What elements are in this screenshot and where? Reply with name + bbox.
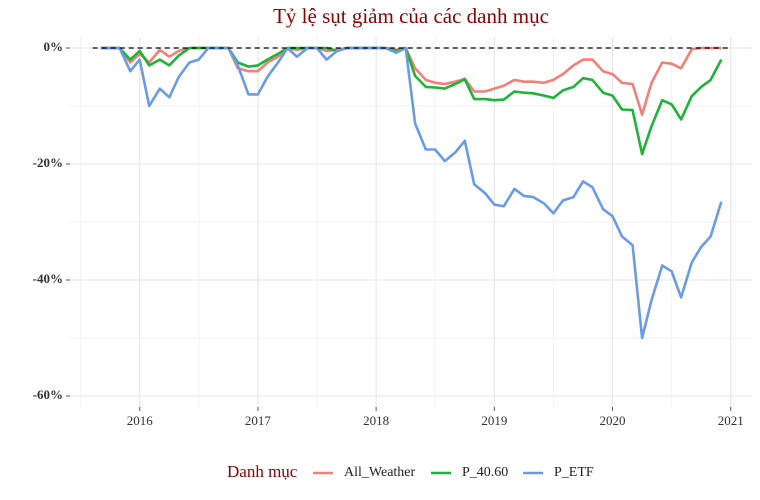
x-tick-label: 2020 bbox=[600, 413, 626, 428]
x-tick-label: 2017 bbox=[245, 413, 272, 428]
x-tick-label: 2019 bbox=[481, 413, 507, 428]
y-tick-label: 0% bbox=[44, 39, 64, 54]
y-tick-label: -20% bbox=[33, 155, 63, 170]
legend-title: Danh mục bbox=[227, 462, 298, 481]
series-line bbox=[100, 46, 723, 156]
legend-label: All_Weather bbox=[344, 465, 416, 480]
x-tick-label: 2016 bbox=[127, 413, 154, 428]
x-tick-label: 2021 bbox=[718, 413, 744, 428]
series-line bbox=[100, 46, 723, 340]
x-tick-label: 2018 bbox=[363, 413, 389, 428]
chart-title: Tỷ lệ sụt giảm của các danh mục bbox=[273, 4, 549, 28]
y-tick-label: -60% bbox=[33, 387, 63, 402]
y-tick-label: -40% bbox=[33, 271, 63, 286]
legend-label: P_ETF bbox=[554, 465, 594, 480]
legend-label: P_40.60 bbox=[462, 465, 508, 480]
